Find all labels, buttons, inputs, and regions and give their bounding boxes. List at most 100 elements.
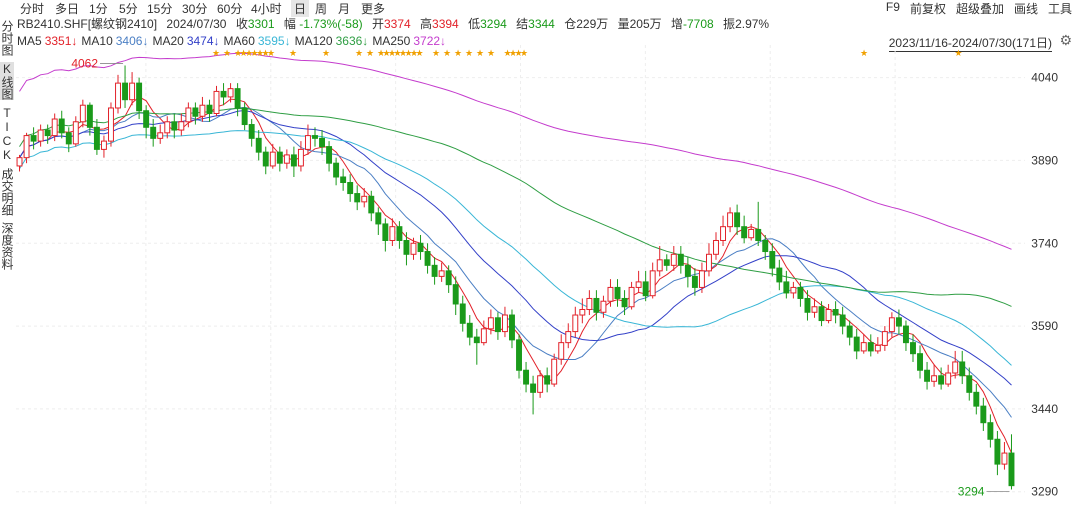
candle-body bbox=[516, 339, 522, 371]
candle-body bbox=[811, 306, 818, 313]
candle-body bbox=[959, 361, 966, 377]
candle-body bbox=[164, 121, 171, 134]
event-marker-icon: ★ bbox=[223, 48, 231, 58]
candle-body bbox=[663, 259, 670, 266]
event-marker-icon: ★ bbox=[239, 48, 247, 58]
candle-body bbox=[333, 162, 340, 178]
event-marker-icon: ★ bbox=[256, 48, 264, 58]
tab-more[interactable]: 更多 bbox=[361, 2, 386, 16]
event-marker-icon: ★ bbox=[234, 48, 242, 58]
candle-body bbox=[832, 309, 839, 316]
candle-body bbox=[403, 239, 410, 255]
candle-body bbox=[86, 104, 93, 128]
candle-body bbox=[698, 270, 705, 288]
tab-intraday[interactable]: 分时 bbox=[20, 2, 45, 16]
sidebar-item-kline-chart[interactable]: K线图 bbox=[0, 62, 14, 100]
sidebar-item-depth-data[interactable]: 深度资料 bbox=[0, 222, 14, 270]
candle-body bbox=[586, 297, 593, 311]
candle-body bbox=[509, 314, 515, 341]
candle-body bbox=[530, 383, 537, 393]
date-range-selector[interactable]: 2023/11/16-2024/07/30(171日) bbox=[888, 36, 1052, 52]
tab-4hour[interactable]: 4小时 bbox=[251, 2, 282, 16]
candle-body bbox=[565, 331, 572, 344]
amplitude-field: 振2.97% bbox=[723, 17, 770, 31]
candle-body bbox=[635, 281, 642, 288]
event-marker-icon: ★ bbox=[454, 48, 462, 58]
ma-legend-ma120: MA120 3636↓ bbox=[294, 34, 369, 48]
candle-body bbox=[44, 129, 51, 137]
event-marker-icon: ★ bbox=[860, 48, 868, 58]
candle-body bbox=[248, 124, 255, 139]
event-marker-icon: ★ bbox=[443, 48, 451, 58]
candle-body bbox=[860, 342, 867, 352]
event-marker-icon: ★ bbox=[465, 48, 473, 58]
tools-button[interactable]: 工具 bbox=[1047, 2, 1072, 16]
candle-body bbox=[368, 195, 375, 214]
sidebar-item-trade-details[interactable]: 成交明细 bbox=[0, 168, 14, 216]
gear-icon[interactable]: ⚙ bbox=[1059, 32, 1072, 48]
event-marker-icon: ★ bbox=[399, 48, 407, 58]
candle-body bbox=[874, 344, 881, 352]
candle-body bbox=[762, 239, 769, 253]
sidebar-item-intraday-chart[interactable]: 分时图 bbox=[0, 20, 14, 56]
candle-body bbox=[143, 110, 150, 128]
candle-body bbox=[234, 88, 241, 109]
event-marker-icon: ★ bbox=[487, 48, 495, 58]
candle-body bbox=[593, 297, 600, 313]
candle-body bbox=[684, 264, 691, 277]
candle-body bbox=[276, 151, 283, 164]
candle-body bbox=[79, 104, 86, 123]
candle-body bbox=[227, 88, 234, 98]
tab-15min[interactable]: 15分 bbox=[147, 2, 173, 16]
tab-30min[interactable]: 30分 bbox=[182, 2, 208, 16]
event-marker-icon: ★ bbox=[410, 48, 418, 58]
date-label: 2024/07/30 bbox=[166, 17, 227, 31]
candle-body bbox=[727, 212, 734, 228]
candle-body bbox=[790, 286, 797, 294]
candle-body bbox=[649, 270, 656, 297]
candle-body bbox=[255, 137, 262, 153]
candle-body bbox=[58, 118, 65, 134]
candle-body bbox=[319, 137, 325, 148]
ma-line-ma250 bbox=[19, 52, 1012, 250]
candle-body bbox=[466, 322, 473, 338]
candle-body bbox=[776, 267, 783, 283]
super-overlay-button[interactable]: 超级叠加 bbox=[955, 2, 1004, 16]
y-tick-label: 3740 bbox=[1031, 236, 1058, 250]
candle-body bbox=[51, 118, 58, 137]
ma-line-ma20 bbox=[19, 109, 1012, 386]
tab-weekly[interactable]: 周 bbox=[315, 2, 328, 16]
tab-60min[interactable]: 60分 bbox=[217, 2, 243, 16]
candle-body bbox=[691, 275, 698, 288]
candle-body bbox=[825, 309, 832, 322]
candle-body bbox=[297, 148, 304, 167]
ma-line-ma10 bbox=[19, 106, 1012, 418]
candle-body bbox=[16, 157, 23, 167]
candle-body bbox=[797, 286, 804, 299]
candle-body bbox=[23, 135, 30, 159]
ma-legend-ma10: MA10 3406↓ bbox=[81, 34, 149, 48]
tab-5min[interactable]: 5分 bbox=[119, 2, 138, 16]
settle-field: 结3344 bbox=[516, 17, 555, 31]
event-marker-icon: ★ bbox=[503, 48, 511, 58]
tab-multiday[interactable]: 多日 bbox=[55, 2, 80, 16]
draw-line-button[interactable]: 画线 bbox=[1013, 2, 1038, 16]
tab-1min[interactable]: 1分 bbox=[89, 2, 108, 16]
candle-body bbox=[544, 375, 551, 385]
candle-body bbox=[72, 121, 79, 145]
volume-field: 量205万 bbox=[617, 17, 662, 31]
candle-body bbox=[100, 140, 107, 150]
sidebar-item-tick[interactable]: TICK bbox=[0, 106, 14, 162]
event-marker-icon: ★ bbox=[355, 48, 363, 58]
f9-button[interactable]: F9 bbox=[885, 0, 900, 14]
tab-daily[interactable]: 日 bbox=[291, 0, 310, 17]
candle-body bbox=[220, 90, 227, 98]
forward-adjust-button[interactable]: 前复权 bbox=[909, 2, 946, 16]
tab-monthly[interactable]: 月 bbox=[338, 2, 351, 16]
candle-body bbox=[115, 82, 121, 109]
event-marker-icon: ★ bbox=[382, 48, 390, 58]
candle-body bbox=[910, 342, 916, 355]
candle-body bbox=[37, 129, 44, 142]
candle-body bbox=[558, 342, 565, 360]
